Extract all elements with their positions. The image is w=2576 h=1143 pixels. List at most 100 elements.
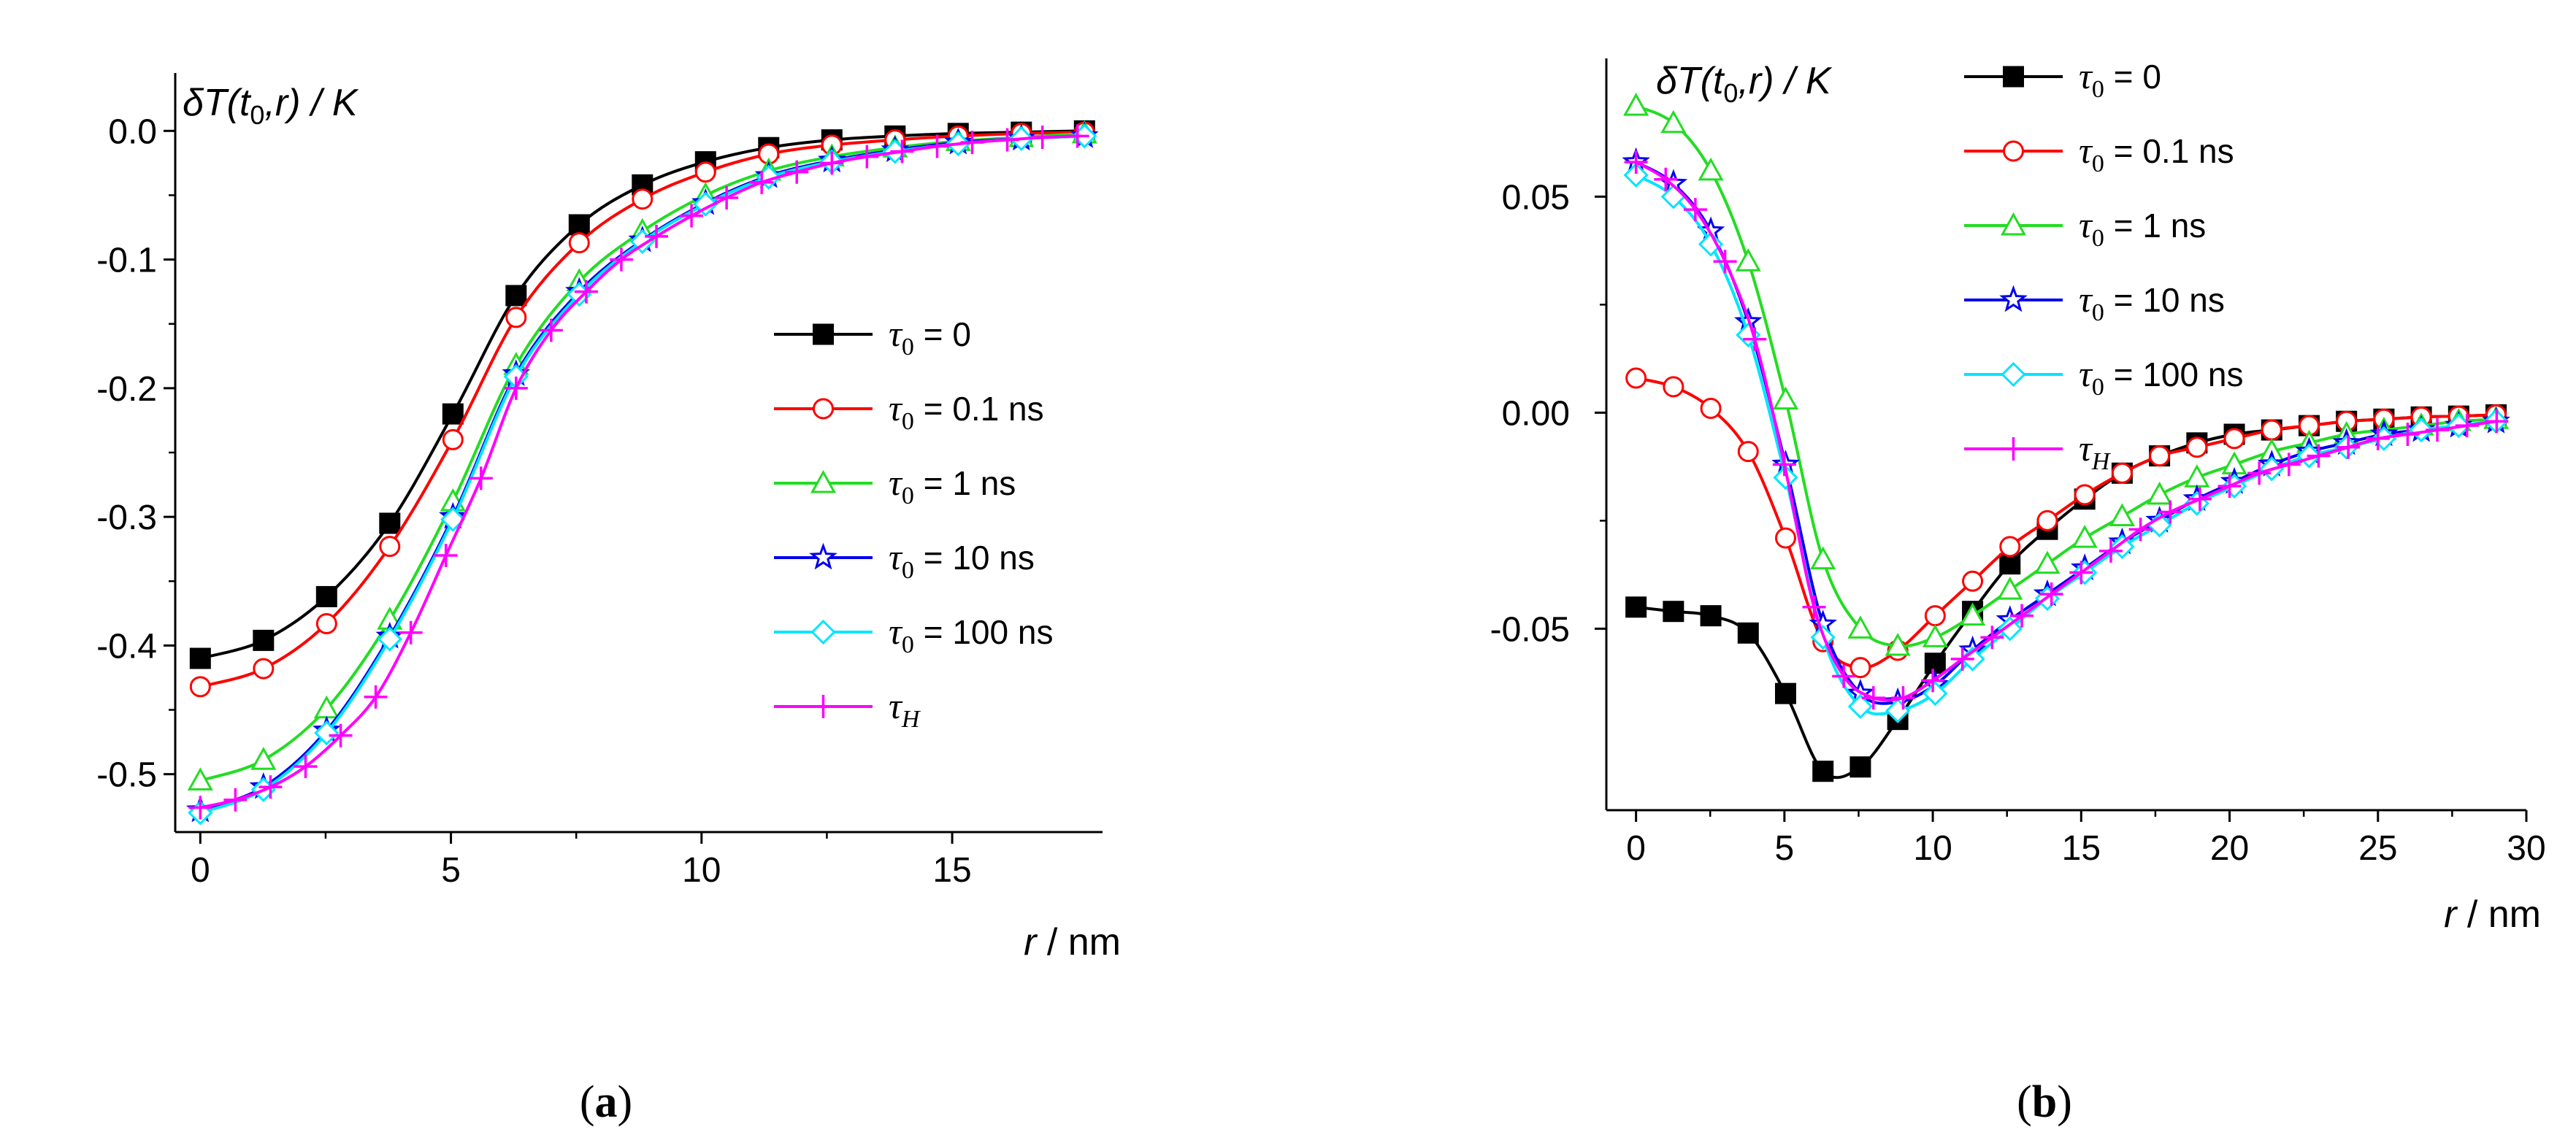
data-point [1847,693,1874,720]
data-point [2277,453,2301,477]
series-line [199,131,1085,782]
y-tick-label: 0.0 [108,112,157,151]
data-point [1743,327,1767,351]
data-point [2039,582,2063,607]
data-point [1924,653,1946,674]
data-point [294,755,318,779]
data-point [1625,596,1647,618]
data-point [379,536,401,558]
data-point [1663,601,1684,623]
data-point [253,658,275,680]
series-5 [1624,150,2509,710]
data-point [1922,624,1948,647]
legend-marker [809,542,837,570]
data-point [2149,445,2171,467]
data-point [2307,444,2331,468]
legend-entry: τ0 = 0.1 ns [1964,130,2234,177]
data-point [2069,561,2093,585]
data-point [715,185,739,209]
data-point [399,620,423,644]
data-point [1773,465,1798,490]
data-point [2128,517,2153,542]
legend-label: τ0 = 0.1 ns [889,388,1044,435]
legend-entry: τ0 = 100 ns [1964,353,2243,401]
data-point [1924,605,1946,627]
data-point [1997,616,2023,642]
data-point [2261,419,2282,441]
data-point [1980,626,2004,650]
data-point [1861,686,1885,710]
data-point [469,466,493,490]
x-tick-label: 30 [2507,829,2545,868]
data-point [442,403,464,425]
data-point [1623,162,1649,188]
legend-label: τH [889,685,921,733]
legend-entry: τH [1964,428,2112,475]
data-point [1700,397,1722,419]
data-point [2223,428,2245,450]
y-tick-label: -0.5 [96,756,157,795]
legend-entry: τ0 = 0 [774,313,971,361]
data-point [1921,669,1945,693]
data-point [1960,602,1986,626]
x-tick-label: 15 [932,851,971,890]
data-point [1999,553,2021,575]
data-point [820,151,844,175]
legend-marker [1999,285,2028,312]
data-point [1625,367,1647,389]
data-point [1774,527,1796,549]
data-point [1962,570,1984,592]
data-point [505,285,527,307]
data-point [1891,686,1915,710]
legend-entry: τ0 = 10 ns [774,536,1035,584]
data-point [1832,664,1856,688]
data-point [890,139,914,163]
data-point [315,585,337,607]
data-point [2247,461,2272,485]
legend-label: τ0 = 10 ns [889,536,1035,584]
legend-label: τ0 = 1 ns [889,462,1016,509]
data-point [2366,426,2390,450]
data-point [2337,435,2361,459]
series-2 [1623,93,2510,656]
x-tick-label: 0 [191,851,210,890]
data-point [504,376,528,400]
x-axis-label: r / nm [1024,921,1121,963]
data-point [539,318,563,342]
data-point [645,224,669,248]
data-point [1847,615,1874,639]
data-point [1810,546,1836,570]
x-tick-label: 5 [441,851,461,890]
chart-panel-b: 0 5 10 15 20 25 30 0.05 0.00 -0.05 τ0 = 0 τ0 = 0.1 … [1490,55,2546,1127]
data-point [2186,436,2208,458]
x-tick-label: 20 [2210,829,2249,868]
data-point [189,676,211,698]
data-point [1802,595,1826,619]
x-tick-label: 15 [2062,829,2101,868]
data-point [187,767,213,790]
data-point [2158,500,2182,524]
legend-entry: τ0 = 1 ns [774,462,1016,509]
legend-entry: τ0 = 100 ns [774,611,1053,658]
data-point [314,720,340,746]
data-point [1698,231,1724,257]
data-point [442,428,464,450]
data-point [568,214,590,236]
y-tick-label: -0.4 [96,627,157,666]
x-tick-label: 0 [1626,829,1646,868]
data-point [223,788,248,812]
y-tick-label: -0.2 [96,370,157,409]
legend-label: τ0 = 0.1 ns [2079,130,2234,177]
y-axis-label: δT(t0,r) / K [183,82,359,130]
y-tick-label: 0.00 [1502,394,1570,433]
series-line [1636,413,2496,780]
y-tick-label: -0.3 [96,499,157,537]
data-point [1735,248,1761,272]
y-tick-label: -0.05 [1490,610,1570,649]
y-axis-label: δT(t0,r) / K [1656,60,1833,108]
series-4 [188,123,1097,826]
legend-marker [2001,361,2026,388]
x-tick-label: 10 [682,851,721,890]
data-point [1030,126,1054,150]
data-point [2485,409,2509,434]
